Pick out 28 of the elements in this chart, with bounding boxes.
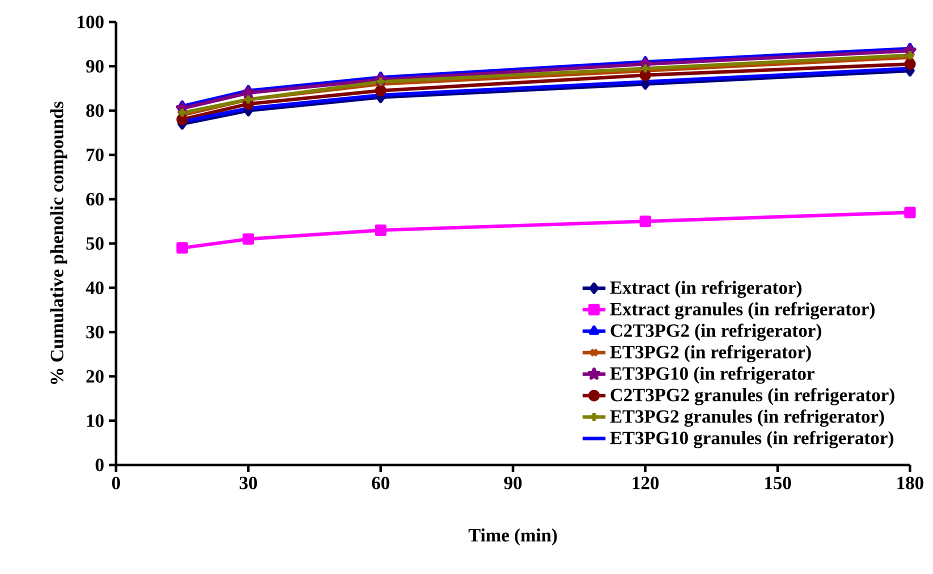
x-tick-label: 0 (112, 476, 120, 490)
legend-label: C2T3PG2 granules (in refrigerator) (610, 388, 894, 406)
x-tick-label: 60 (372, 476, 390, 490)
y-tick-label: 100 (78, 16, 104, 28)
legend-label: ET3PG2 (in refrigerator) (610, 345, 811, 362)
legend-label: Extract (in refrigerator) (610, 280, 802, 298)
y-tick-label: 0 (96, 458, 104, 472)
y-tick-label: 50 (86, 237, 104, 250)
y-axis-title: % Cumulative phenolic compounds (50, 102, 68, 384)
y-tick-label: 90 (86, 60, 104, 73)
x-tick-label: 180 (898, 476, 924, 490)
legend-label: ET3PG2 granules (in refrigerator) (610, 409, 884, 427)
legend-label: Extract granules (in refrigerator) (610, 302, 875, 320)
y-tick-label: 10 (87, 414, 104, 427)
x-tick-label: 120 (632, 476, 659, 490)
y-tick-label: 80 (86, 104, 104, 117)
legend-label: C2T3PG2 (in refrigerator) (610, 324, 822, 341)
y-tick-label: 30 (86, 326, 104, 338)
y-tick-label: 70 (86, 148, 104, 162)
y-tick-label: 40 (86, 281, 104, 294)
y-tick-label: 60 (86, 192, 104, 206)
x-axis-title: Time (min) (468, 528, 557, 546)
x-tick-label: 90 (504, 476, 522, 490)
x-tick-label: 30 (240, 476, 257, 490)
legend-label: ET3PG10 granules (in refrigerator) (610, 430, 894, 448)
legend-label: ET3PG10 (in refrigerator (610, 366, 814, 384)
x-tick-label: 150 (765, 476, 791, 490)
y-tick-label: 20 (86, 370, 104, 383)
